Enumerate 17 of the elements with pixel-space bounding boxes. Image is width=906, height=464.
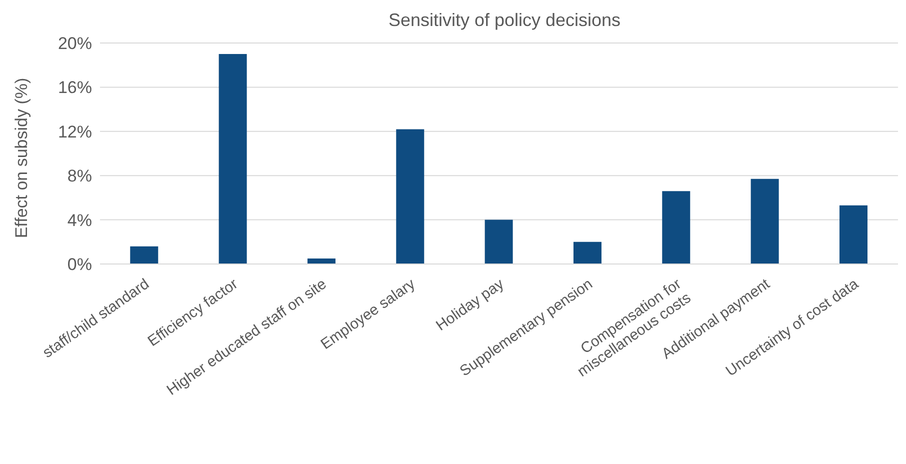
chart-title: Sensitivity of policy decisions — [387, 10, 622, 31]
y-tick-label: 12% — [58, 122, 92, 142]
y-axis-title: Effect on subsidy (%) — [12, 78, 32, 238]
bar — [750, 178, 779, 264]
bar — [396, 129, 424, 264]
bar — [839, 205, 868, 264]
y-tick-label: 8% — [67, 166, 92, 186]
bar — [218, 54, 247, 264]
bar — [662, 191, 690, 264]
bar — [130, 246, 158, 264]
y-tick-label: 20% — [58, 34, 92, 54]
bar — [484, 220, 513, 264]
bar — [573, 242, 602, 264]
y-tick-label: 16% — [58, 78, 92, 98]
y-tick-label: 0% — [67, 255, 92, 274]
bar — [307, 258, 336, 264]
y-tick-label: 4% — [67, 210, 92, 230]
